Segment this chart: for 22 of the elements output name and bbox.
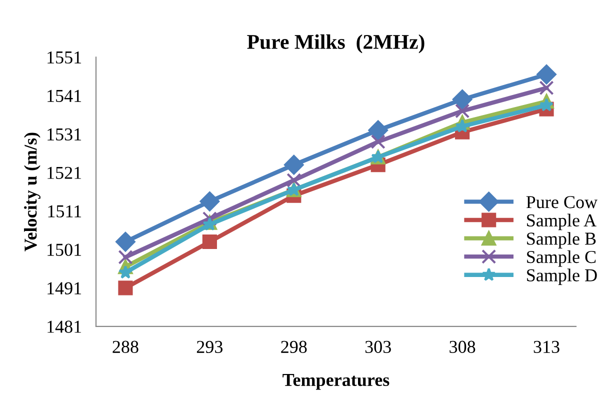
legend-label: Sample A — [527, 214, 596, 230]
y-tick-label: 1511 — [48, 205, 82, 218]
y-tick-label: 1481 — [48, 320, 82, 333]
x-tick-label: 313 — [534, 340, 560, 353]
x-axis-title: Temperatures — [282, 374, 390, 390]
y-tick-label: 1531 — [48, 128, 82, 140]
y-axis-title: Velocity u (m/s) — [24, 132, 40, 252]
y-tick-label: 1551 — [48, 51, 82, 64]
x-tick-label: 293 — [196, 340, 223, 353]
x-tick-label: 308 — [450, 340, 476, 353]
legend-label: Sample D — [527, 268, 597, 286]
legend-label: Sample B — [527, 232, 596, 248]
y-tick-label: 1491 — [48, 282, 82, 294]
chart-title: Pure Milks (2MHz) — [247, 34, 424, 54]
x-tick-label: 303 — [365, 340, 391, 353]
x-tick-label: 298 — [281, 340, 307, 353]
y-tick-label: 1521 — [48, 166, 82, 179]
y-tick-label: 1541 — [48, 90, 82, 102]
x-tick-label: 288 — [112, 340, 138, 353]
legend-label: Sample C — [527, 250, 596, 267]
legend-label: Pure Cow — [526, 196, 598, 208]
y-tick-label: 1501 — [48, 244, 82, 256]
